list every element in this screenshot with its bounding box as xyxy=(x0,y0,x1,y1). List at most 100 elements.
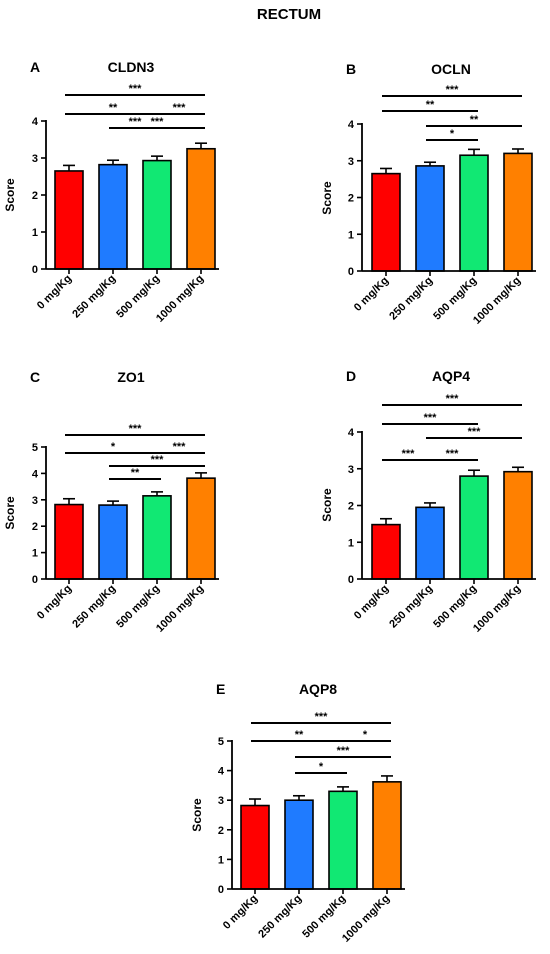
bar-b-3 xyxy=(503,152,533,272)
y-tick-label-b-0: 0 xyxy=(348,266,354,278)
bar-c-1 xyxy=(98,504,128,580)
significance-label-e-3: *** xyxy=(337,745,351,757)
bar-e-2 xyxy=(328,790,358,890)
y-tick-label-e-0: 0 xyxy=(218,884,224,896)
y-tick-label-a-0: 0 xyxy=(32,264,38,276)
bar-c-0 xyxy=(54,503,84,580)
y-tick-label-a-4: 4 xyxy=(32,116,39,128)
significance-label-b-0: *** xyxy=(446,84,460,96)
panel-title-a: CLDN3 xyxy=(108,59,155,75)
x-tick-label-d-3: 1000 mg/Kg xyxy=(471,583,523,635)
bar-e-1 xyxy=(284,799,314,890)
x-tick-label-c-2: 500 mg/Kg xyxy=(114,583,162,631)
x-tick-label-e-2: 500 mg/Kg xyxy=(300,893,348,941)
y-tick-label-b-4: 4 xyxy=(348,119,355,131)
significance-label-c-3: *** xyxy=(151,454,165,466)
y-tick-label-e-3: 3 xyxy=(218,795,224,807)
significance-label-d-0: *** xyxy=(446,393,460,405)
significance-label-d-1: *** xyxy=(424,412,438,424)
bar-d-3 xyxy=(503,470,533,580)
y-tick-label-d-1: 1 xyxy=(348,537,354,549)
panel-title-d: AQP4 xyxy=(432,368,470,384)
bar-a-1 xyxy=(98,163,128,270)
panel-letter-c: C xyxy=(30,369,40,385)
significance-label-e-0: *** xyxy=(315,711,329,723)
x-tick-label-a-0: 0 mg/Kg xyxy=(35,273,74,312)
significance-label-a-4: *** xyxy=(151,116,165,128)
x-tick-label-d-0: 0 mg/Kg xyxy=(352,583,391,622)
y-tick-label-c-0: 0 xyxy=(32,574,38,586)
significance-label-c-0: *** xyxy=(129,423,143,435)
y-axis-label-d: Score xyxy=(320,488,334,522)
significance-label-a-1: ** xyxy=(109,102,118,114)
y-tick-label-e-2: 2 xyxy=(218,825,224,837)
bar-c-2 xyxy=(142,495,172,580)
significance-label-a-3: *** xyxy=(129,116,143,128)
x-tick-label-a-2: 500 mg/Kg xyxy=(114,273,162,321)
y-tick-label-e-4: 4 xyxy=(218,766,225,778)
significance-label-a-0: *** xyxy=(129,83,143,95)
y-tick-label-a-1: 1 xyxy=(32,227,38,239)
significance-label-d-3: *** xyxy=(402,448,416,460)
x-tick-label-b-1: 250 mg/Kg xyxy=(387,275,435,323)
x-tick-label-e-1: 250 mg/Kg xyxy=(256,893,304,941)
bar-e-3 xyxy=(372,781,402,890)
y-tick-label-a-2: 2 xyxy=(32,190,38,202)
x-tick-label-a-1: 250 mg/Kg xyxy=(70,273,118,321)
y-tick-label-b-2: 2 xyxy=(348,193,354,205)
bar-e-0 xyxy=(240,804,270,890)
y-tick-label-d-2: 2 xyxy=(348,501,354,513)
bar-d-1 xyxy=(415,506,445,580)
y-tick-label-c-4: 4 xyxy=(32,468,39,480)
bar-a-3 xyxy=(186,147,216,270)
panel-letter-e: E xyxy=(216,681,225,697)
y-tick-label-e-5: 5 xyxy=(218,736,224,748)
y-tick-label-d-4: 4 xyxy=(348,427,355,439)
bar-b-1 xyxy=(415,165,445,272)
panel-letter-d: D xyxy=(346,368,356,384)
panel-title-c: ZO1 xyxy=(117,369,144,385)
y-tick-label-d-0: 0 xyxy=(348,574,354,586)
x-tick-label-c-3: 1000 mg/Kg xyxy=(154,583,206,635)
significance-label-c-2: *** xyxy=(173,441,187,453)
figure-title: RECTUM xyxy=(257,6,321,23)
panel-letter-a: A xyxy=(30,59,40,75)
significance-label-e-1: ** xyxy=(295,729,304,741)
panel-title-e: AQP8 xyxy=(299,681,337,697)
x-tick-label-d-2: 500 mg/Kg xyxy=(431,583,479,631)
bar-d-0 xyxy=(371,523,401,580)
y-tick-label-b-3: 3 xyxy=(348,156,354,168)
y-tick-label-d-3: 3 xyxy=(348,464,354,476)
bar-b-2 xyxy=(459,154,489,272)
significance-label-b-2: ** xyxy=(470,114,479,126)
significance-label-e-4: * xyxy=(319,761,324,773)
bar-a-2 xyxy=(142,159,172,270)
y-axis-label-a: Score xyxy=(3,178,17,212)
panel-title-b: OCLN xyxy=(431,61,471,77)
y-tick-label-c-5: 5 xyxy=(32,442,38,454)
significance-label-b-3: * xyxy=(450,128,455,140)
significance-label-e-2: * xyxy=(363,729,368,741)
y-axis-label-e: Score xyxy=(190,798,204,832)
x-tick-label-d-1: 250 mg/Kg xyxy=(387,583,435,631)
x-tick-label-c-1: 250 mg/Kg xyxy=(70,583,118,631)
x-tick-label-e-0: 0 mg/Kg xyxy=(221,893,260,932)
significance-label-b-1: ** xyxy=(426,99,435,111)
panel-letter-b: B xyxy=(346,61,356,77)
x-tick-label-b-3: 1000 mg/Kg xyxy=(471,275,523,327)
y-tick-label-c-1: 1 xyxy=(32,548,38,560)
x-tick-label-b-0: 0 mg/Kg xyxy=(352,275,391,314)
x-tick-label-e-3: 1000 mg/Kg xyxy=(340,893,392,945)
x-tick-label-b-2: 500 mg/Kg xyxy=(431,275,479,323)
y-tick-label-a-3: 3 xyxy=(32,153,38,165)
significance-label-d-2: *** xyxy=(468,426,482,438)
bar-d-2 xyxy=(459,475,489,580)
significance-label-c-4: ** xyxy=(131,467,140,479)
x-tick-label-a-3: 1000 mg/Kg xyxy=(154,273,206,325)
y-axis-label-b: Score xyxy=(320,181,334,215)
significance-label-a-2: *** xyxy=(173,102,187,114)
bar-a-0 xyxy=(54,170,84,270)
y-tick-label-c-2: 2 xyxy=(32,521,38,533)
x-tick-label-c-0: 0 mg/Kg xyxy=(35,583,74,622)
